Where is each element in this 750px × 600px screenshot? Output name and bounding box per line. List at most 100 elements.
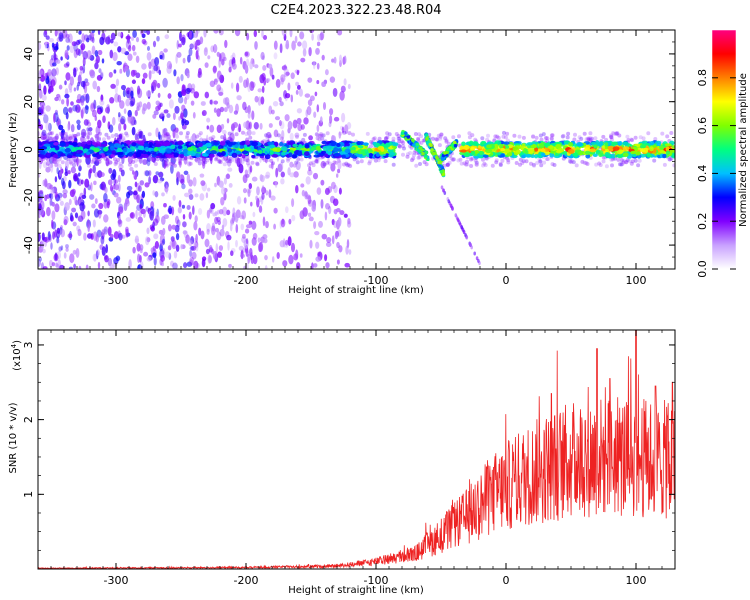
heatmap-cell	[255, 162, 260, 167]
heatmap-cell	[232, 122, 239, 128]
heatmap-cell	[178, 157, 182, 168]
heatmap-cell	[585, 162, 590, 166]
heatmap-cell	[214, 216, 219, 225]
heatmap-cell	[42, 179, 45, 187]
heatmap-cell	[545, 136, 550, 141]
heatmap-cell	[93, 99, 97, 110]
heatmap-cell	[653, 137, 658, 141]
heatmap-cell	[517, 134, 522, 139]
heatmap-cell	[152, 190, 156, 196]
heatmap-cell	[538, 159, 543, 164]
heatmap-cell	[244, 132, 249, 136]
heatmap-cell	[305, 176, 311, 185]
heatmap-cell	[75, 104, 81, 113]
heatmap-cell	[241, 130, 245, 135]
heatmap-cell	[248, 135, 253, 140]
heatmap-cell	[291, 198, 295, 208]
snr-scale-label: (x104)	[10, 340, 23, 371]
heatmap-cell	[545, 157, 550, 162]
heatmap-cell	[216, 152, 223, 157]
heatmap-cell	[132, 30, 137, 38]
heatmap-cell	[158, 149, 166, 154]
heatmap-cell	[177, 161, 182, 166]
heatmap-cell	[183, 262, 188, 269]
heatmap-cell	[62, 136, 67, 141]
heatmap-cell	[345, 163, 350, 168]
heatmap-cell	[97, 137, 102, 142]
heatmap-cell	[58, 84, 63, 90]
heatmap-cell	[498, 162, 503, 166]
heatmap-cell	[67, 170, 71, 175]
heatmap-cell	[234, 159, 239, 164]
heatmap-cell	[244, 140, 251, 146]
heatmap-cell	[204, 62, 209, 68]
heatmap-cell	[417, 148, 421, 153]
heatmap-cell	[413, 132, 418, 136]
heatmap-cell	[452, 140, 457, 145]
heatmap-cell	[94, 62, 99, 70]
heatmap-cell	[324, 211, 328, 221]
heatmap-cell	[77, 215, 84, 222]
heatmap-cell	[82, 81, 86, 90]
heatmap-cell	[269, 158, 274, 163]
heatmap-cell	[318, 220, 323, 228]
heatmap-cell	[311, 262, 314, 269]
heatmap-cell	[621, 160, 626, 165]
heatmap-cell	[259, 174, 263, 182]
heatmap-cell	[618, 140, 623, 146]
heatmap-cell	[290, 72, 295, 80]
heatmap-cell	[284, 114, 290, 122]
heatmap-cell	[224, 39, 228, 49]
heatmap-cell	[242, 174, 248, 184]
heatmap-cell	[458, 157, 463, 162]
heatmap-cell	[283, 33, 287, 41]
heatmap-cell	[125, 133, 130, 138]
heatmap-cell	[98, 209, 102, 219]
heatmap-cell	[75, 248, 80, 258]
heatmap-cell	[260, 96, 265, 105]
heatmap-cell	[430, 148, 434, 152]
heatmap-cell	[327, 150, 333, 156]
heatmap-cell	[279, 101, 284, 107]
heatmap-cell	[82, 132, 87, 137]
heatmap-cell	[117, 174, 121, 183]
heatmap-cell	[348, 164, 353, 168]
heatmap-cell	[133, 158, 138, 163]
heatmap-cell	[221, 58, 225, 66]
heatmap-cell	[106, 135, 111, 140]
heatmap-cell	[228, 183, 233, 188]
heatmap-cell	[216, 124, 222, 134]
heatmap-cell	[67, 136, 72, 141]
heatmap-cell	[459, 145, 464, 151]
heatmap-cell	[329, 115, 333, 124]
heatmap-cell	[265, 134, 270, 139]
heatmap-cell	[59, 200, 64, 206]
heatmap-cell	[64, 201, 70, 211]
heatmap-cell	[91, 203, 96, 209]
heatmap-cell	[244, 51, 249, 57]
heatmap-cell	[210, 202, 216, 210]
heatmap-cell	[139, 180, 145, 186]
heatmap-cell	[166, 154, 173, 159]
heatmap-cell	[534, 147, 539, 152]
heatmap-cell	[156, 35, 160, 42]
heatmap-cell	[338, 131, 343, 136]
heatmap-cell	[423, 154, 428, 158]
heatmap-cell	[135, 36, 140, 43]
heatmap-cell	[41, 129, 47, 137]
heatmap-cell	[539, 137, 544, 142]
heatmap-cell	[54, 162, 59, 167]
heatmap-cell	[542, 160, 547, 165]
heatmap-cell	[108, 124, 114, 133]
heatmap-cell	[249, 165, 253, 173]
heatmap-cell	[659, 150, 666, 154]
heatmap-cell	[91, 30, 96, 34]
heatmap-cell	[371, 137, 376, 142]
heatmap-cell	[543, 136, 548, 140]
heatmap-cell	[94, 49, 99, 57]
heatmap-cell	[66, 45, 70, 51]
heatmap-cell	[164, 34, 170, 40]
heatmap-cell	[265, 77, 271, 83]
heatmap-cell	[265, 131, 272, 139]
heatmap-cell	[56, 236, 60, 244]
